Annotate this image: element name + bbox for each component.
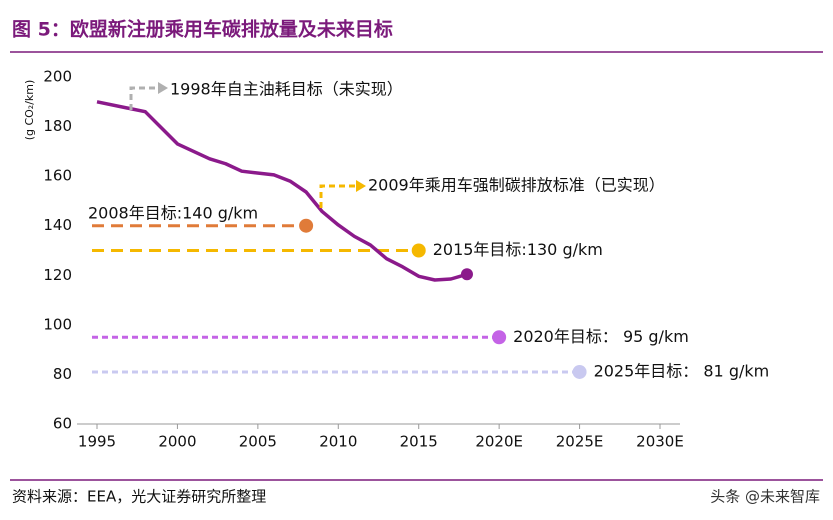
x-tick-label: 2025E	[556, 433, 604, 451]
annotation-arrow	[319, 184, 356, 208]
x-tick-label: 2015	[400, 433, 438, 451]
y-tick-label: 140	[43, 216, 72, 234]
source: 资料来源：EEA，光大证券研究所整理	[12, 488, 266, 506]
y-tick-label: 60	[53, 415, 72, 433]
annotation-arrow	[129, 86, 158, 110]
target-label: 2020年目标： 95 g/km	[513, 327, 689, 346]
annotation: 2009年乘用车强制碳排放标准（已实现）	[368, 176, 665, 195]
target-label: 2008年目标:140 g/km	[88, 204, 258, 223]
end-dot	[460, 268, 473, 281]
y-tick-label: 160	[43, 167, 72, 185]
arrow-head	[158, 82, 168, 94]
y-tick-label: 100	[43, 315, 72, 333]
target-dot	[572, 364, 587, 379]
chart-title: 图 5：欧盟新注册乘用车碳排放量及未来目标	[12, 18, 393, 41]
target-label: 2025年目标： 81 g/km	[594, 361, 770, 380]
x-tick-label: 1995	[78, 433, 116, 451]
target-label: 2015年目标:130 g/km	[433, 240, 603, 259]
x-tick-label: 2005	[239, 433, 277, 451]
x-tick-label: 2020E	[475, 433, 523, 451]
x-tick-label: 2000	[158, 433, 196, 451]
annotation: 1998年自主油耗目标（未实现）	[170, 80, 403, 99]
target-dot	[411, 243, 426, 258]
x-tick-label: 2030E	[636, 433, 684, 451]
y-axis-label: (g CO₂/km)	[23, 80, 36, 141]
watermark: 头条 @未来智库	[710, 488, 820, 506]
emission-line	[96, 100, 468, 282]
y-tick-label: 200	[43, 68, 72, 86]
arrow-head	[356, 180, 366, 192]
y-tick-label: 120	[43, 266, 72, 284]
x-tick-label: 2010	[319, 433, 357, 451]
y-tick-label: 80	[53, 365, 72, 383]
target-dot	[492, 330, 507, 345]
y-tick-label: 180	[43, 117, 72, 135]
target-dot	[299, 218, 314, 233]
